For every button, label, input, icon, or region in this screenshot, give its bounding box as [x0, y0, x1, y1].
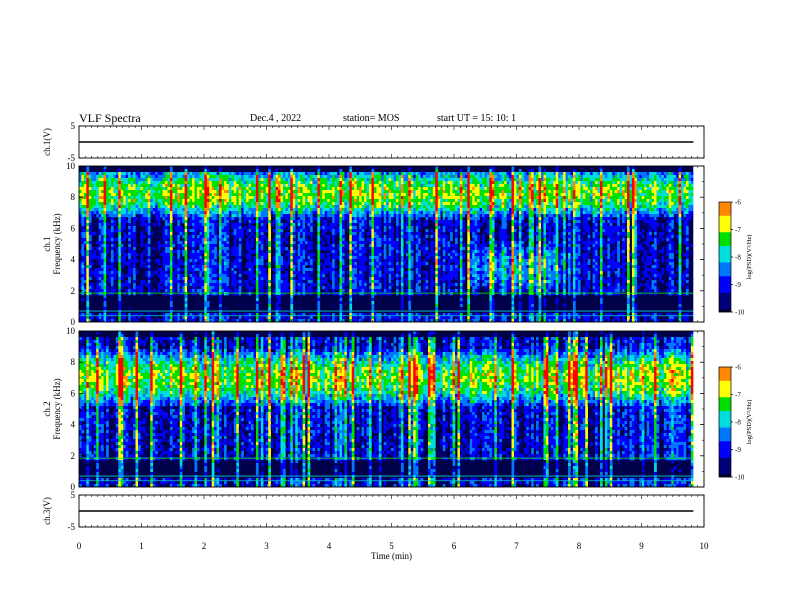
ch2-spectrogram-colorbar: -6 -7 -8 -9 -10 log(PSD)(V²/Hz) [718, 364, 753, 482]
ch1-spectrogram-colorbar-tick-label: -8 [735, 254, 741, 262]
ch3-voltage-ylabel: ch.3(V) [42, 497, 52, 525]
ch1-spectrogram-pixels [79, 166, 704, 323]
ch2-spectrogram-pixels [79, 331, 704, 488]
ch2-spectrogram-colorbar-tick-label: -10 [735, 474, 745, 482]
x-tick-label: 6 [452, 541, 457, 551]
ch2-spectrogram-no-data [693, 331, 704, 487]
ch2-spectrogram-ylabel-channel: ch.2 [42, 401, 52, 416]
x-axis-label: Time (min) [371, 551, 412, 561]
x-tick-label: 7 [514, 541, 519, 551]
ch1-spectrogram-colorbar-tick-label: -7 [735, 226, 741, 234]
start-ut-label: start UT = 15: 10: 1 [437, 113, 516, 124]
ch2-spectrogram-colorbar-tick-label: -6 [735, 364, 741, 372]
ch2-spectrogram-y-tick-label: 4 [71, 420, 76, 430]
ch2-spectrogram-y-tick-label: 8 [71, 357, 76, 367]
figure-title: VLF Spectra [79, 111, 141, 126]
x-tick-label: 3 [264, 541, 269, 551]
ch2-spectrogram-colorbar-tick-label: -9 [735, 446, 741, 454]
ch2-spectrogram-colorbar-tick-label: -7 [735, 391, 741, 399]
ch1-spectrogram-y-tick-label: 2 [71, 286, 76, 296]
ch2-spectrogram-y-tick-label: 0 [71, 482, 76, 492]
ch1-spectrogram-ylabel-quantity: Frequency (kHz) [52, 213, 62, 274]
x-tick-label: 9 [639, 541, 644, 551]
ch1-spectrogram-y-tick-label: 10 [66, 161, 76, 171]
panel-ch3-voltage: 5 -5 ch.3(V) 0 1 2 3 4 5 6 7 8 9 10 Time (min) [42, 490, 709, 561]
panel-ch2-spectrogram: -6 -7 -8 -9 -10 log(PSD)(V²/Hz) 0 2 4 6 8 10 ch.2 Fre… [42, 326, 753, 492]
ch1-spectrogram-y-tick-label: 4 [71, 255, 76, 265]
ch1-voltage-y-tick-label: -5 [68, 153, 76, 163]
ch2-spectrogram-colorbar-tick-label: -8 [735, 419, 741, 427]
ch1-spectrogram-y-tick-label: 6 [71, 223, 76, 233]
ch3-voltage-y-tick-label: 5 [71, 490, 76, 500]
x-tick-label: 1 [139, 541, 144, 551]
ch2-spectrogram-ylabel-quantity: Frequency (kHz) [52, 378, 62, 439]
ch1-spectrogram-colorbar-tick-label: -6 [735, 199, 741, 207]
panel-ch1-spectrogram: -6 -7 -8 -9 -10 log(PSD)(V²/Hz) 0 2 4 6 8 10 ch.1 Fre… [42, 161, 753, 327]
x-tick-label: 10 [700, 541, 710, 551]
ch1-spectrogram-no-data [693, 166, 704, 322]
ch1-spectrogram-y-tick-label: 8 [71, 192, 76, 202]
ch1-spectrogram-y-tick-label: 0 [71, 317, 76, 327]
ch1-spectrogram-colorbar-tick-label: -9 [735, 281, 741, 289]
ch1-spectrogram-colorbar: -6 -7 -8 -9 -10 log(PSD)(V²/Hz) [718, 199, 753, 317]
x-tick-label: 4 [327, 541, 332, 551]
x-tick-label: 2 [202, 541, 207, 551]
ch1-spectrogram-colorbar-tick-label: -10 [735, 309, 745, 317]
ch2-spectrogram-colorbar-label: log(PSD)(V²/Hz) [746, 400, 753, 445]
x-tick-label: 5 [389, 541, 394, 551]
x-tick-label: 0 [77, 541, 82, 551]
ch2-spectrogram-y-tick-label: 6 [71, 388, 76, 398]
x-tick-label: 8 [577, 541, 582, 551]
station-label: station= MOS [343, 113, 399, 124]
ch1-spectrogram-ylabel-channel: ch.1 [42, 236, 52, 251]
panel-ch1-voltage: 5 -5 ch.1(V) [42, 121, 705, 163]
date-label: Dec.4 , 2022 [250, 113, 301, 124]
ch1-spectrogram-colorbar-label: log(PSD)(V²/Hz) [746, 235, 753, 280]
ch3-voltage-y-tick-label: -5 [68, 522, 76, 532]
ch1-voltage-ylabel: ch.1(V) [42, 128, 52, 156]
ch2-spectrogram-y-tick-label: 10 [66, 326, 76, 336]
ch1-voltage-y-tick-label: 5 [71, 121, 76, 131]
ch2-spectrogram-y-tick-label: 2 [71, 451, 76, 461]
